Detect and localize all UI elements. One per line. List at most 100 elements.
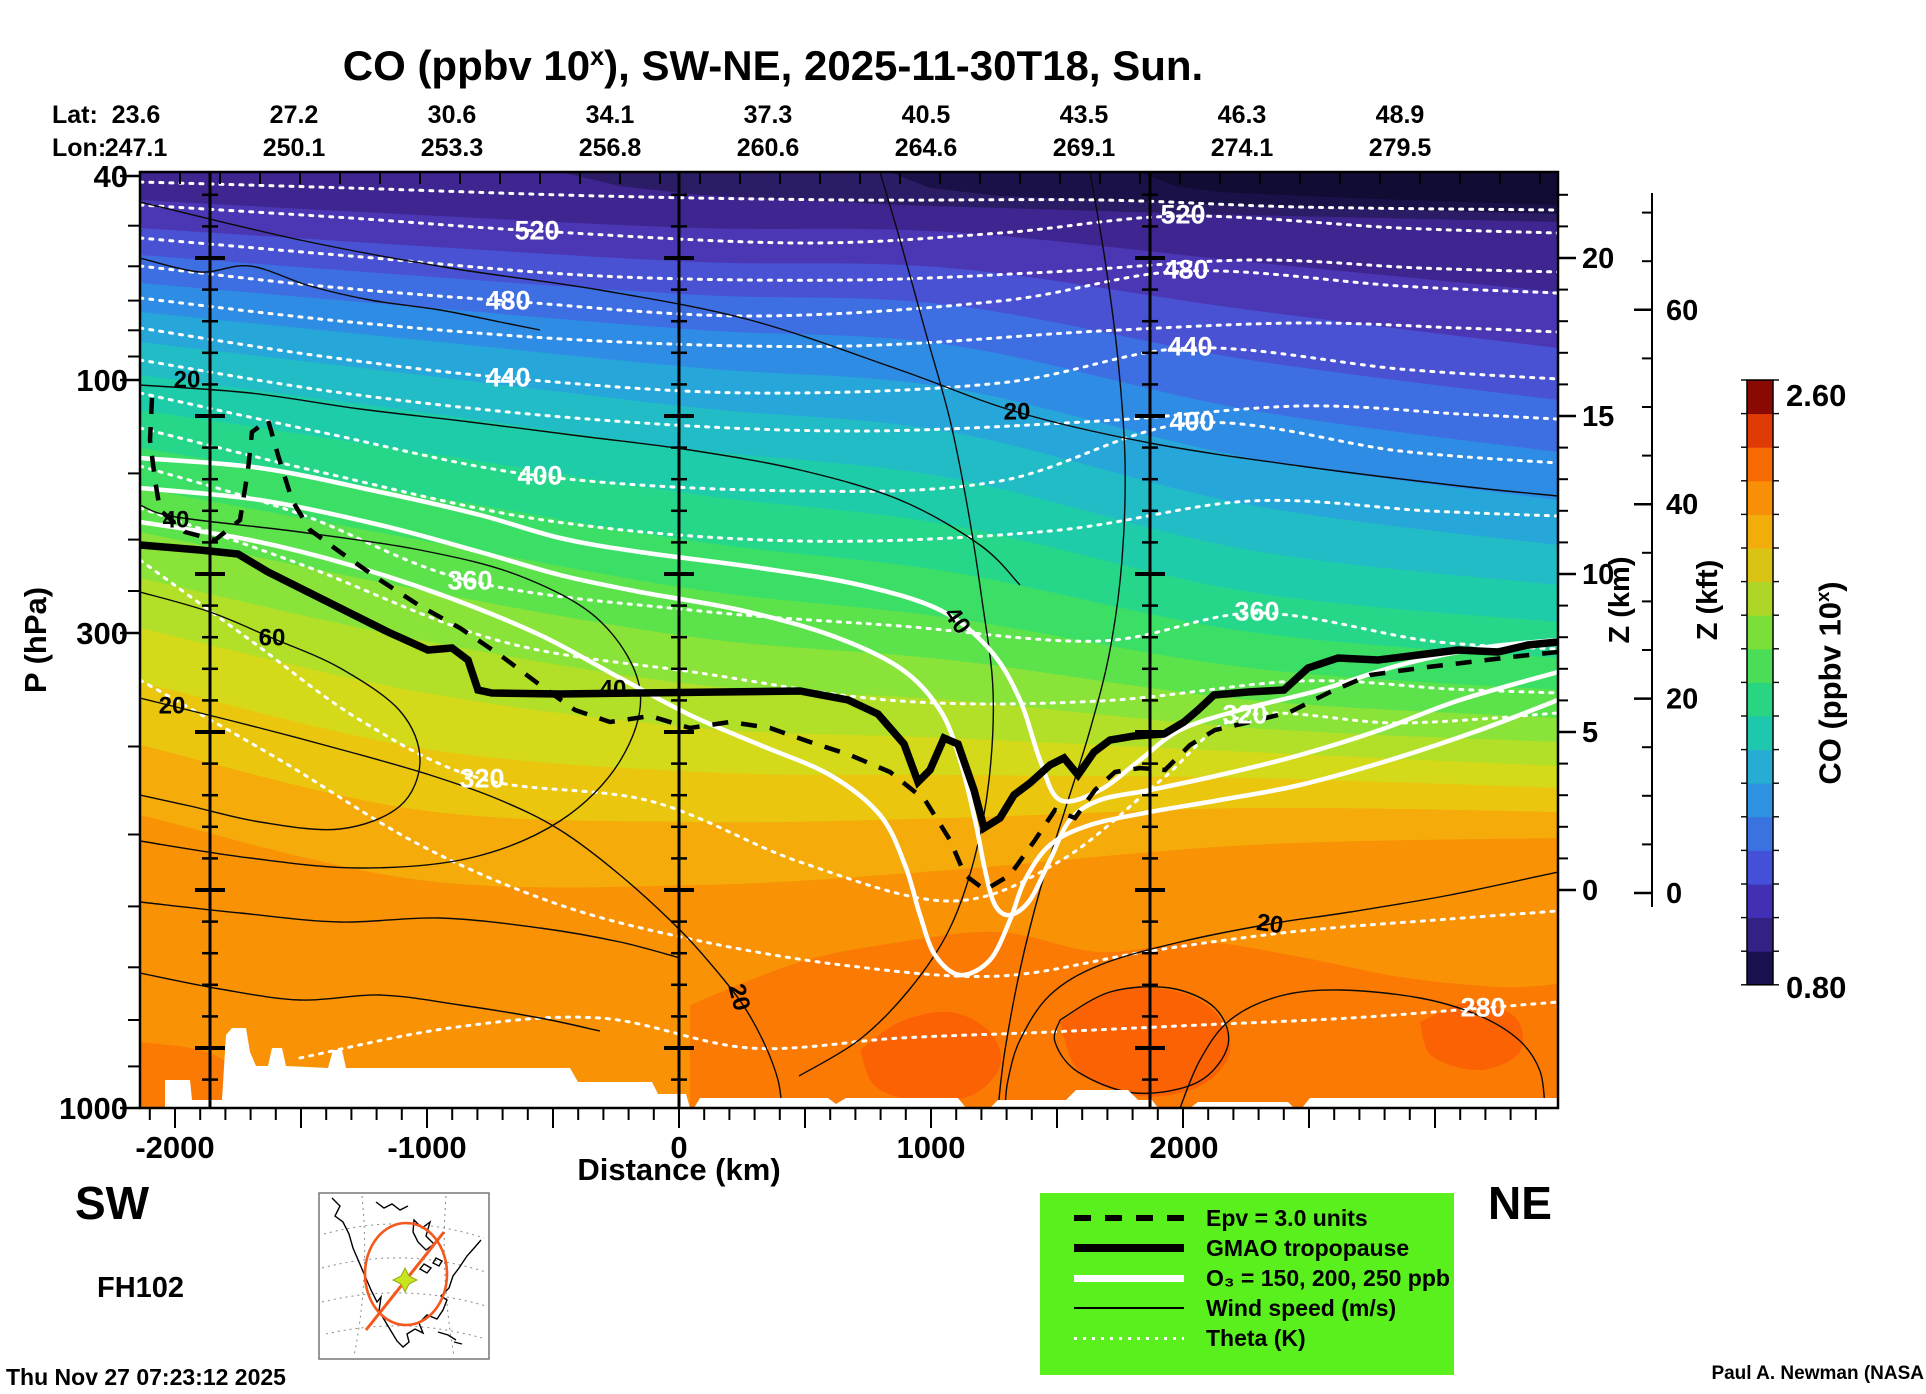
legend-box: Epv = 3.0 units GMAO tropopause O₃ = 150, … [1040,1193,1454,1375]
contour-label: 400 [517,461,562,491]
contour-label: 360 [447,566,492,596]
theta-contour [140,264,1558,318]
legend-line-sample [1074,1274,1184,1282]
endpoint-sw-label: SW [75,1177,150,1229]
colorbar-cell [1747,884,1773,919]
legend-item-label: Theta (K) [1206,1324,1306,1351]
theta-contour [140,236,1558,282]
lon-value: 269.1 [1052,134,1116,162]
endpoint-ne-label: NE [1488,1177,1552,1229]
theta-contour [140,326,1558,395]
legend-item-label: Wind speed (m/s) [1206,1294,1397,1321]
contour-label: 20 [1004,399,1031,426]
contour-label: 40 [163,507,190,534]
colorbar-title-suffix: ) [1812,581,1848,592]
contour-label: 400 [1169,407,1214,437]
map-coastline [331,1197,482,1348]
wind-contour [1053,985,1230,1095]
colorbar-cell [1747,413,1773,448]
theta-contour [140,203,1558,245]
pressure-tick-label: 100 [76,363,128,398]
theta-contour [140,426,1558,543]
lat-value: 43.5 [1059,101,1109,129]
zkft-tick-label: 60 [1666,295,1698,327]
colorbar-frame [1746,379,1774,986]
contour-label: 440 [485,363,530,393]
zkm-tick-label: 5 [1582,717,1598,749]
theta-contour [140,678,1558,979]
wind-contour [140,384,1021,586]
colorbar-cell [1747,951,1773,986]
legend-item: Theta (K) [1040,1323,1454,1353]
pressure-axis-label: P (hPa) [18,586,53,694]
contour-label: 320 [459,764,504,794]
pressure-tick-label: 1000 [59,1091,128,1126]
credit-text: Paul A. Newman (NASA [1711,1363,1924,1384]
theta-contour [140,296,1558,349]
lon-value: 250.1 [262,134,326,162]
epv-contour [147,397,1558,893]
theta-contour [298,1000,1558,1060]
page-title: CO (ppbv 10x), SW-NE, 2025-11-30T18, Sun… [343,42,1203,90]
colorbar-cell [1747,514,1773,549]
colorbar-cell [1747,917,1773,952]
legend-item-label: Epv = 3.0 units [1206,1204,1368,1231]
legend-item: O₃ = 150, 200, 250 ppb [1040,1263,1454,1293]
distance-tick-label: 0 [670,1130,687,1165]
lat-row-header: Lat: [52,101,98,129]
theta-contour [140,358,1558,433]
pressure-tick-label: 300 [76,616,128,651]
legend-line-sample [1074,1215,1184,1221]
legend-item: Wind speed (m/s) [1040,1293,1454,1323]
theta-contour [140,506,1558,706]
zkft-tick-label: 20 [1666,684,1698,716]
legend-line-sample [1074,1336,1184,1340]
contour-label: 40 [600,676,627,703]
lon-row: Lon: 247.1 250.1 253.3 256.8 260.6 264.6 269.1… [0,134,1560,162]
wind-contour [140,201,1558,497]
title-suffix: ), SW-NE, 2025-11-30T18, Sun. [604,42,1204,89]
map-inset [318,1192,490,1360]
ozone-contour [140,485,1558,918]
forecast-hour-label: FH102 [97,1272,185,1304]
wind-contour [798,172,995,1077]
colorbar-cell [1747,615,1773,650]
contour-label: 20 [1255,909,1285,939]
zkm-axis-label: Z (km) [1604,556,1636,644]
lat-value: 37.3 [743,101,793,129]
zkm-tick-label: 20 [1582,243,1614,275]
colorbar-max-label: 2.60 [1786,378,1847,413]
lon-value: 247.1 [104,134,168,162]
legend-item: GMAO tropopause [1040,1233,1454,1263]
theta-contour [140,558,1558,903]
distance-tick-label: 1000 [897,1130,966,1165]
lat-value: 23.6 [111,101,161,129]
plot-fill-area [140,172,1558,1108]
legend-item: Epv = 3.0 units [1040,1203,1454,1233]
contour-label: 480 [485,286,530,316]
colorbar-cell [1747,447,1773,482]
wind-contour [140,972,601,1032]
contour-label: 440 [1167,332,1212,362]
colorbar-cell [1747,548,1773,583]
contour-label: 20 [174,367,201,394]
lon-row-header: Lon: [52,134,107,162]
colorbar-cell [1747,648,1773,683]
wind-contour [140,257,541,331]
contour-label: 520 [514,216,559,246]
zkm-tick-label: 10 [1582,559,1614,591]
creation-timestamp: Thu Nov 27 07:23:12 2025 [6,1364,286,1390]
plot-frame [138,170,1560,1110]
contour-label: 20 [159,693,186,720]
legend-item-label: GMAO tropopause [1206,1234,1410,1261]
wind-contour [997,172,1126,1108]
colorbar-title-superscript: x [1812,591,1833,603]
tropopause-line [140,541,1558,834]
colorbar-title: CO (ppbv 10x) [1812,581,1848,784]
colorbar-cell [1747,581,1773,616]
lon-value: 274.1 [1210,134,1274,162]
colorbar-cell [1747,749,1773,784]
